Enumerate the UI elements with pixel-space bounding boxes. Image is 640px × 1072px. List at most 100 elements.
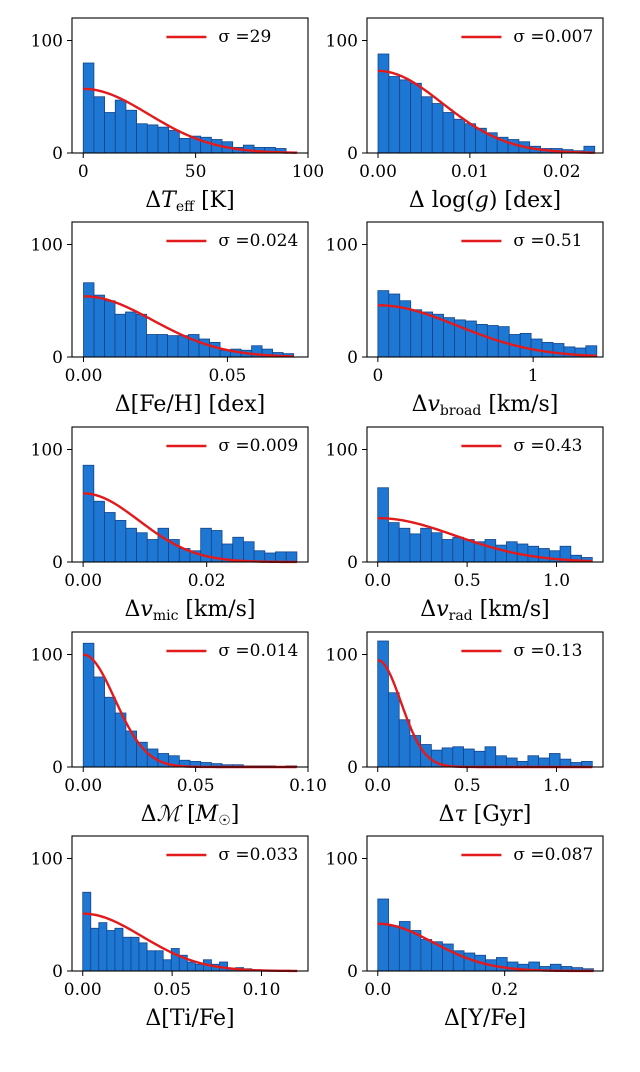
histogram-bar (538, 548, 550, 563)
x-axis-title: Δ log(g) [dex] (409, 188, 561, 213)
histogram-panel-4: 0 100 0 1 σ =0.51 Δvbroad [km/s] (326, 221, 604, 419)
x-tick-label: 0.0 (364, 980, 391, 1000)
x-tick-label: 0.02 (543, 162, 581, 182)
histogram-bar (463, 748, 475, 768)
x-tick-label: 0.00 (64, 571, 102, 591)
histogram-bar (420, 939, 433, 972)
legend-label: σ =0.13 (513, 641, 582, 661)
gaussian-fit-line (377, 69, 595, 154)
legend-label: σ =0.033 (218, 845, 298, 865)
y-tick-label: 100 (326, 646, 358, 666)
histogram-bar (409, 533, 422, 563)
histogram-bar (168, 130, 180, 154)
y-tick-label: 100 (31, 32, 63, 52)
histogram-panel-9: 0 100 0.00 0.05 0.10 σ =0.033 Δ[Ti/Fe] (31, 835, 309, 1031)
x-tick-label: 100 (292, 162, 324, 182)
y-tick-label: 0 (52, 962, 63, 982)
histogram-bar (421, 311, 433, 358)
y-tick-label: 100 (31, 646, 63, 666)
histogram-bar (135, 313, 147, 358)
histogram-bar (125, 109, 138, 154)
histogram-bar (399, 79, 411, 154)
x-tick-label: 0.0 (364, 571, 391, 591)
histogram-bar (441, 539, 454, 563)
histogram-bar (431, 103, 444, 154)
histogram-bar (136, 123, 148, 154)
histogram-bar (156, 334, 168, 358)
histogram-bar (442, 112, 455, 154)
histogram-bar (90, 927, 100, 972)
legend-label: σ =0.51 (513, 231, 582, 251)
x-tick-label: 0 (78, 162, 89, 182)
plot-frame (366, 835, 604, 972)
y-tick-label: 0 (52, 758, 63, 778)
histogram-bar (104, 112, 116, 154)
histogram-bar (104, 512, 116, 563)
histogram-bar (130, 936, 140, 972)
legend-label: σ =0.014 (218, 641, 298, 661)
x-tick-label: 0.05 (153, 980, 191, 1000)
plot-frame (71, 631, 309, 768)
histogram-bar (473, 750, 486, 768)
plot-frame (366, 17, 604, 154)
plot-frame (366, 426, 604, 563)
histogram-bar (146, 334, 158, 358)
histogram-bar (519, 332, 532, 358)
histogram-bar (388, 692, 400, 768)
y-tick-label: 0 (347, 144, 358, 164)
x-tick-label: 0.01 (451, 162, 489, 182)
y-tick-label: 100 (31, 441, 63, 461)
histogram-bar (157, 527, 170, 563)
histogram-bar (114, 927, 124, 972)
histogram-bar (93, 96, 105, 154)
histogram-bar (377, 898, 389, 972)
x-tick-label: 0.00 (65, 366, 103, 386)
histogram-bar (506, 757, 518, 768)
histogram-bar (83, 282, 95, 358)
histogram-bar (138, 942, 148, 972)
gaussian-fit-line (377, 516, 593, 563)
histogram-bar (82, 642, 95, 768)
histogram-bar (398, 719, 411, 768)
x-tick-label: 1.0 (543, 571, 570, 591)
x-axis-title: Δ[Y/Fe] (444, 1006, 526, 1031)
histogram-bar (475, 323, 488, 358)
histogram-bar (167, 335, 179, 358)
histogram-bar (114, 519, 127, 563)
x-tick-label: 0.5 (454, 571, 481, 591)
x-tick-label: 0.00 (64, 776, 102, 796)
y-tick-label: 0 (52, 144, 63, 164)
y-tick-label: 100 (326, 441, 358, 461)
x-tick-label: 0.00 (359, 162, 397, 182)
histogram-bar (388, 925, 400, 972)
histogram-bar (420, 96, 433, 154)
histogram-bar (527, 755, 540, 768)
histogram-bar (194, 963, 204, 972)
histogram-bar (136, 532, 148, 563)
y-tick-label: 100 (326, 850, 358, 870)
histogram-bar (104, 696, 116, 768)
x-tick-label: 0.10 (243, 980, 281, 1000)
legend-label: σ =0.43 (513, 436, 582, 456)
x-tick-label: 0 (372, 366, 383, 386)
legend-label: σ =0.009 (218, 436, 298, 456)
x-tick-label: 1 (528, 366, 539, 386)
x-tick-label: 1.0 (543, 776, 570, 796)
histogram-bar (82, 891, 92, 972)
gaussian-fit-line (83, 295, 294, 358)
histogram-bar (410, 309, 423, 358)
histogram-bar (104, 300, 116, 358)
plot-frame (71, 835, 309, 972)
histogram-bar (146, 124, 159, 154)
y-tick-label: 0 (347, 962, 358, 982)
histogram-bar (82, 464, 95, 563)
histogram-bar (106, 930, 116, 972)
histogram-panel-10: 0 100 0.0 0.2 σ =0.087 Δ[Y/Fe] (326, 835, 604, 1031)
histogram-bar (82, 62, 95, 154)
histogram-bar (452, 536, 464, 563)
legend-label: σ =29 (218, 27, 271, 47)
histogram-bar (114, 99, 127, 154)
histogram-bar (430, 532, 443, 563)
x-axis-title: Δvmic [km/s] (125, 597, 256, 624)
